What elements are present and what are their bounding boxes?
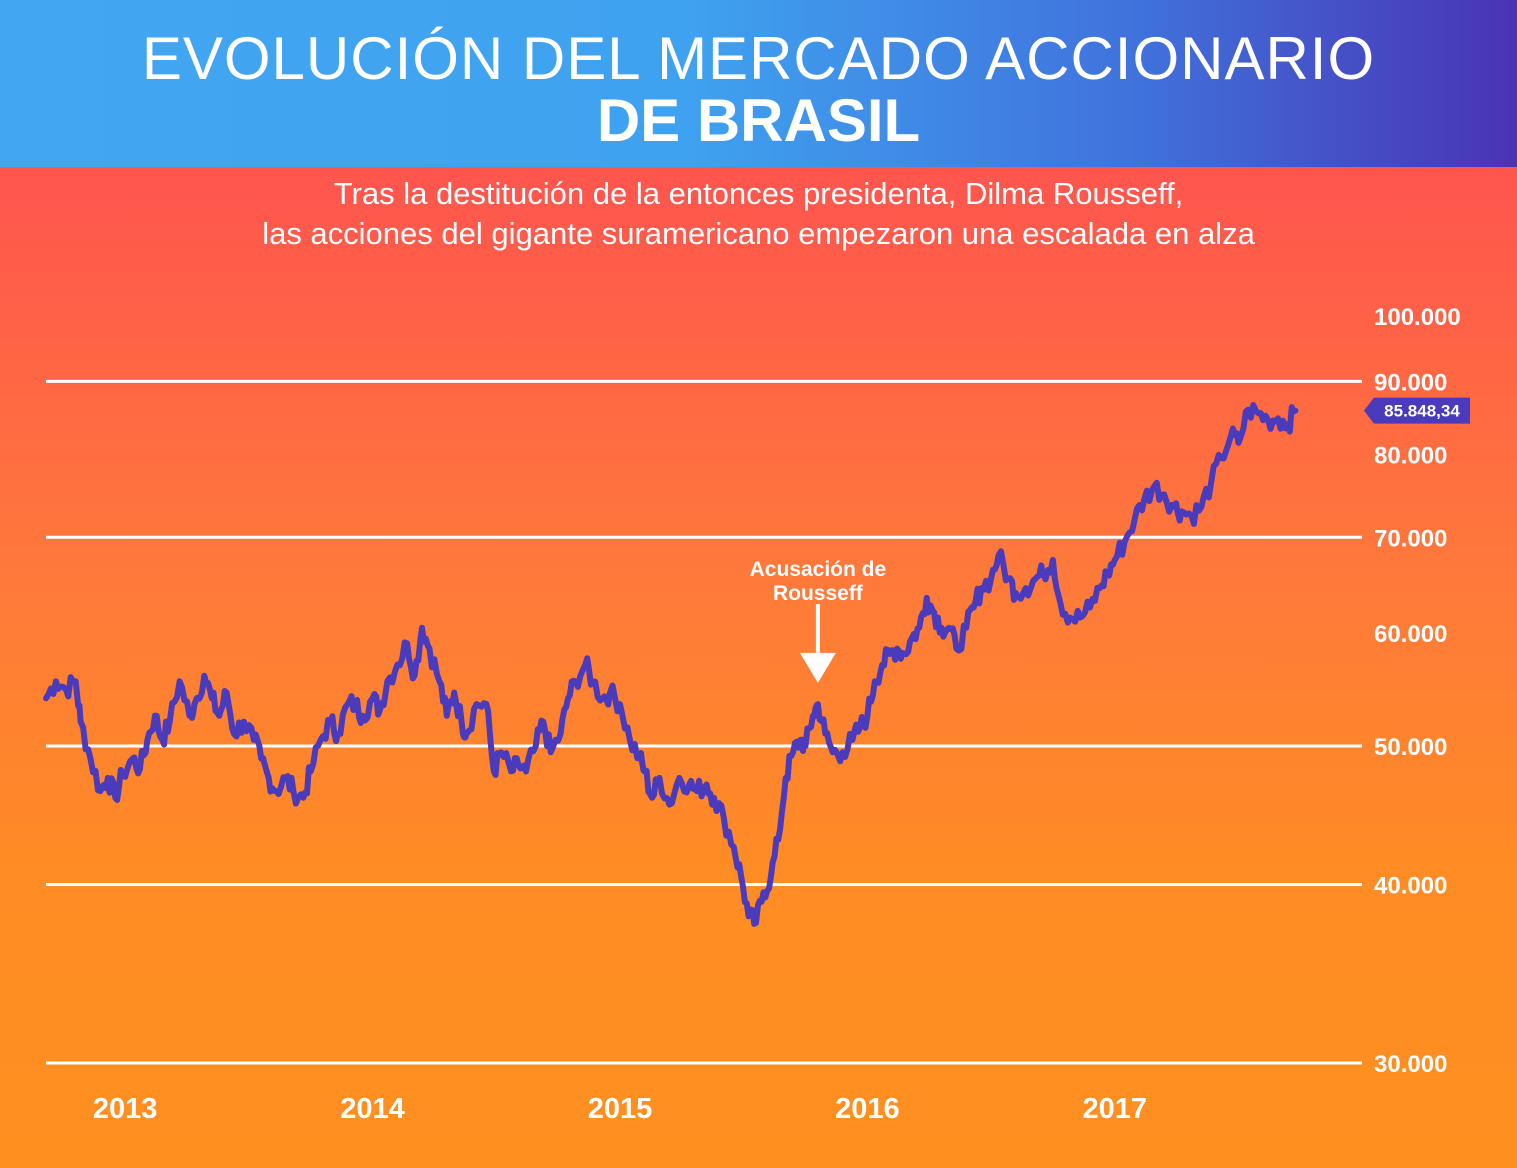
- x-axis-labels: 2013 2014 2015 2016 2017: [93, 1093, 1147, 1125]
- last-value-layer: 85.848,34: [1364, 397, 1470, 424]
- y-tick-label: 70.000: [1374, 525, 1447, 552]
- page-title-bold: DE BRASIL: [596, 87, 921, 154]
- x-tick-label: 2015: [588, 1093, 653, 1125]
- annotation-label-line-2: Rousseff: [773, 582, 864, 605]
- x-tick-label: 2017: [1083, 1093, 1148, 1125]
- header-banner: EVOLUCIÓN DEL MERCADO ACCIONARIO DE BRAS…: [0, 0, 1517, 167]
- subtitle-line-1: Tras la destitución de la entonces presi…: [333, 176, 1184, 211]
- last-value-label: 85.848,34: [1384, 402, 1460, 421]
- last-value-badge: [1364, 397, 1470, 424]
- subtitle-line-2: las acciones del gigante suramericano em…: [262, 216, 1255, 251]
- y-tick-label: 80.000: [1374, 442, 1447, 469]
- y-tick-label: 90.000: [1374, 369, 1447, 396]
- y-tick-label: 40.000: [1374, 873, 1447, 900]
- page-title: EVOLUCIÓN DEL MERCADO ACCIONARIO: [141, 25, 1376, 92]
- subtitle: Tras la destitución de la entonces presi…: [0, 174, 1517, 254]
- y-tick-label: 100.000: [1374, 304, 1461, 331]
- series-line-bovespa: [43, 402, 1299, 927]
- y-tick-label: 50.000: [1374, 734, 1447, 761]
- x-tick-label: 2016: [835, 1093, 900, 1125]
- annotation-label-line-1: Acusación de: [750, 558, 887, 581]
- annotation-arrow-head-icon: [799, 652, 836, 683]
- y-axis-labels: 100.000 90.000 80.000 70.000 60.000 50.000 40.…: [1374, 304, 1461, 1078]
- series-layer: [43, 402, 1299, 927]
- x-tick-label: 2014: [340, 1093, 405, 1125]
- y-tick-label: 60.000: [1374, 621, 1447, 648]
- x-tick-label: 2013: [93, 1093, 158, 1125]
- y-tick-label: 30.000: [1374, 1051, 1447, 1078]
- gridlines: [46, 379, 1362, 1065]
